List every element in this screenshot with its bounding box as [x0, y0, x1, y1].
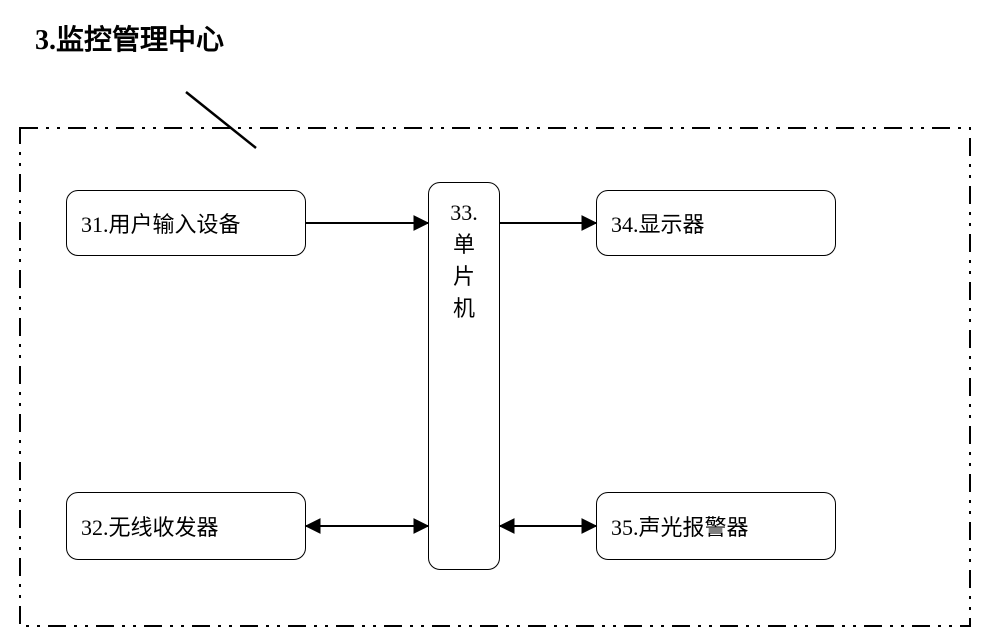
node-label: 35.声光报警器	[611, 510, 749, 542]
node-audio-visual-alarm: 35.声光报警器	[596, 492, 836, 560]
node-label: 32.无线收发器	[81, 510, 219, 542]
diagram-title: 3.监控管理中心	[35, 18, 224, 58]
node-label-text: 单片机	[453, 229, 475, 325]
title-pointer-line	[186, 92, 256, 148]
node-wireless-transceiver: 32.无线收发器	[66, 492, 306, 560]
node-display: 34.显示器	[596, 190, 836, 256]
node-user-input-device: 31.用户输入设备	[66, 190, 306, 256]
node-mcu: 33. 单片机	[428, 182, 500, 570]
node-label: 31.用户输入设备	[81, 207, 241, 239]
node-label: 34.显示器	[611, 207, 705, 239]
node-label-vertical: 33. 单片机	[450, 197, 478, 325]
node-label-num: 33.	[450, 197, 478, 229]
